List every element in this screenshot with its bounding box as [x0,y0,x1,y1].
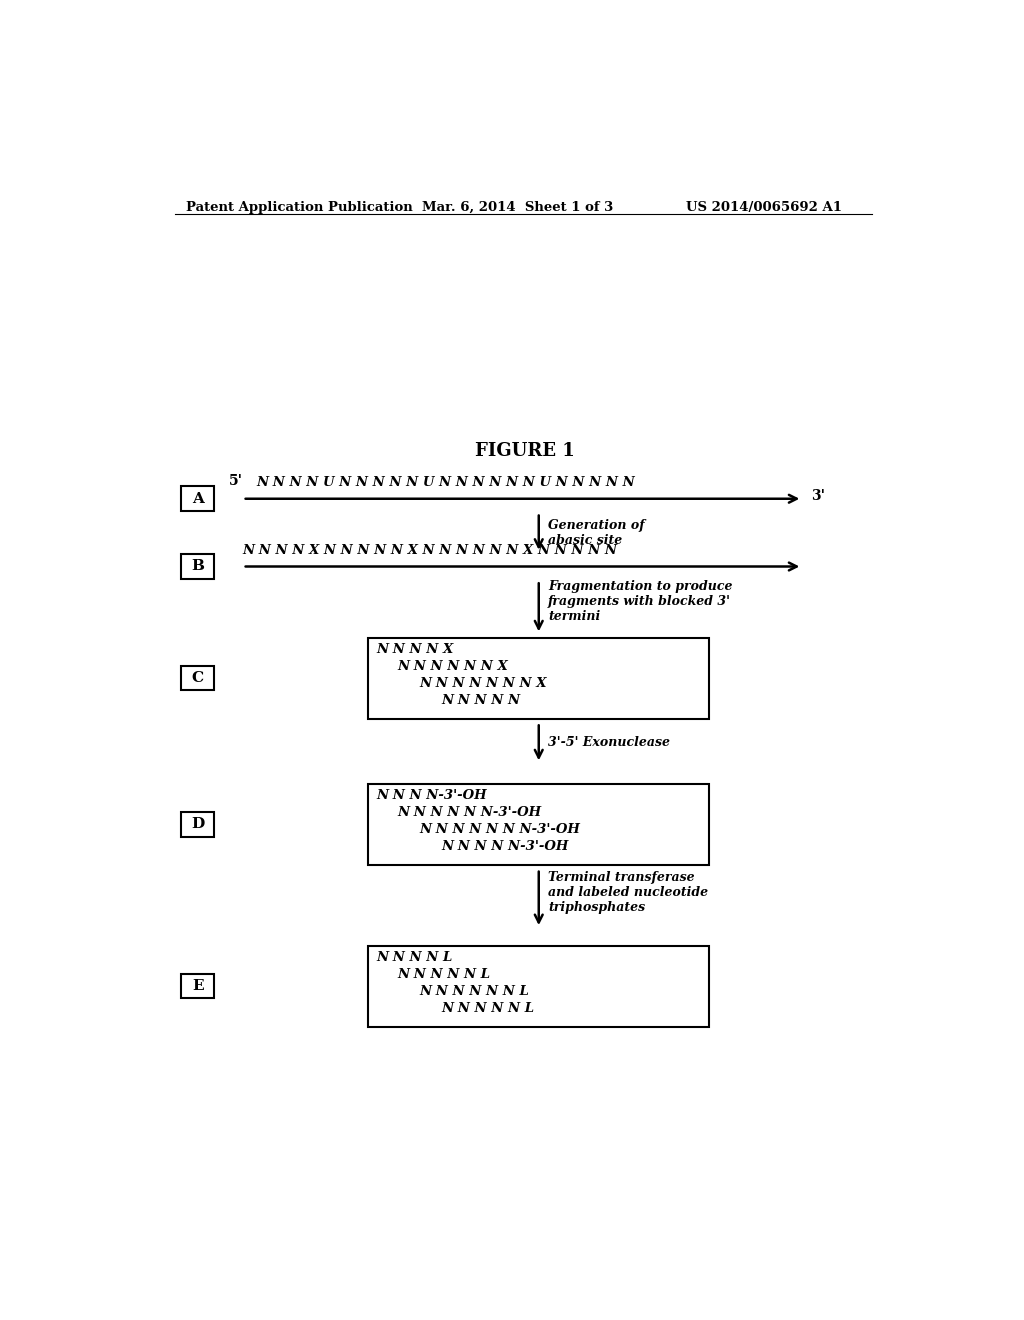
Text: N N N N N N N-3'-OH: N N N N N N N-3'-OH [420,824,581,837]
Text: D: D [191,817,205,832]
Text: Terminal transferase
and labeled nucleotide
triphosphates: Terminal transferase and labeled nucleot… [548,871,709,913]
Text: N N N N L: N N N N L [376,952,453,964]
Bar [181,974,214,998]
Text: N N N N N L: N N N N N L [441,1002,535,1015]
Text: FIGURE 1: FIGURE 1 [475,442,574,459]
Text: N N N N N-3'-OH: N N N N N-3'-OH [441,841,568,853]
Text: N N N N N N N X: N N N N N N N X [420,677,547,690]
Text: N N N N N: N N N N N [441,694,520,708]
Bar [181,812,214,837]
Bar [181,665,214,690]
Text: Generation of
abasic site: Generation of abasic site [548,519,645,546]
Text: N N N N U N N N N N U N N N N N N U N N N N N: N N N N U N N N N N U N N N N N N U N N … [256,477,635,490]
Text: A: A [191,492,204,506]
Text: N N N N-3'-OH: N N N N-3'-OH [376,789,486,803]
Bar [181,487,214,511]
Text: N N N N N L: N N N N N L [397,968,490,981]
Text: 3': 3' [812,488,825,503]
Text: C: C [191,671,204,685]
Text: E: E [191,979,204,993]
Text: N N N N N N X: N N N N N N X [397,660,509,673]
Text: N N N N N N L: N N N N N N L [420,985,529,998]
Bar [369,945,710,1027]
Bar [369,638,710,718]
Text: N N N N X: N N N N X [376,643,454,656]
Text: Fragmentation to produce
fragments with blocked 3'
termini: Fragmentation to produce fragments with … [548,579,732,623]
Text: 5': 5' [228,474,243,488]
Text: N N N N N N-3'-OH: N N N N N N-3'-OH [397,807,542,820]
Text: Mar. 6, 2014  Sheet 1 of 3: Mar. 6, 2014 Sheet 1 of 3 [423,201,613,214]
Bar [181,554,214,579]
Bar [369,784,710,865]
Text: N N N N X N N N N N X N N N N N N X N N N N N: N N N N X N N N N N X N N N N N N X N N … [243,544,617,557]
Text: Patent Application Publication: Patent Application Publication [186,201,413,214]
Text: 3'-5' Exonuclease: 3'-5' Exonuclease [548,737,670,750]
Text: B: B [191,560,204,573]
Text: US 2014/0065692 A1: US 2014/0065692 A1 [686,201,842,214]
